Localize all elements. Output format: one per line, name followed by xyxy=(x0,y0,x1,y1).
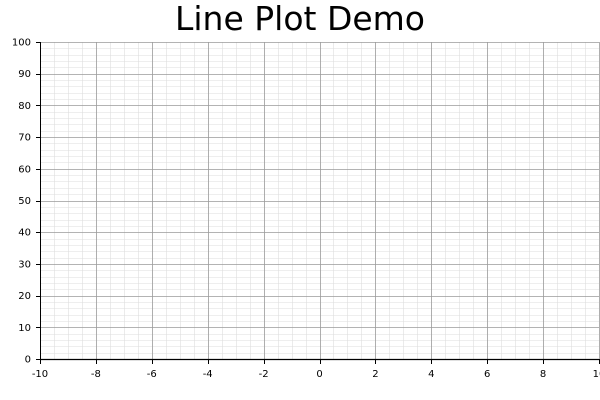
x-axis-tick-labels: -10 -8 -6 -4 -2 0 2 4 6 8 10 xyxy=(32,369,600,380)
x-tick-label: 2 xyxy=(372,369,378,380)
y-axis-tick-labels: 0 10 20 30 40 50 60 70 80 90 100 xyxy=(12,38,31,366)
y-tick-label: 10 xyxy=(18,323,31,334)
y-tick-label: 20 xyxy=(18,291,31,302)
x-tick-label: -6 xyxy=(147,369,157,380)
x-tick-label: 4 xyxy=(428,369,434,380)
minor-grid xyxy=(40,42,599,359)
y-tick-label: 100 xyxy=(12,38,31,49)
x-tick-label: -4 xyxy=(203,369,213,380)
axes xyxy=(36,42,600,364)
x-tick-label: 8 xyxy=(540,369,546,380)
y-tick-label: 60 xyxy=(18,164,31,175)
y-tick-label: 0 xyxy=(25,355,31,366)
y-tick-label: 70 xyxy=(18,133,31,144)
y-tick-label: 40 xyxy=(18,228,31,239)
chart-title: Line Plot Demo xyxy=(175,0,425,38)
y-tick-label: 80 xyxy=(18,101,31,112)
y-tick-label: 90 xyxy=(18,69,31,80)
x-tick-label: 10 xyxy=(593,369,600,380)
x-tick-label: -10 xyxy=(32,369,48,380)
y-tick-label: 50 xyxy=(18,196,31,207)
x-tick-label: 6 xyxy=(484,369,490,380)
x-tick-label: 0 xyxy=(316,369,322,380)
x-tick-label: -8 xyxy=(91,369,101,380)
x-tick-label: -2 xyxy=(259,369,269,380)
y-tick-label: 30 xyxy=(18,259,31,270)
